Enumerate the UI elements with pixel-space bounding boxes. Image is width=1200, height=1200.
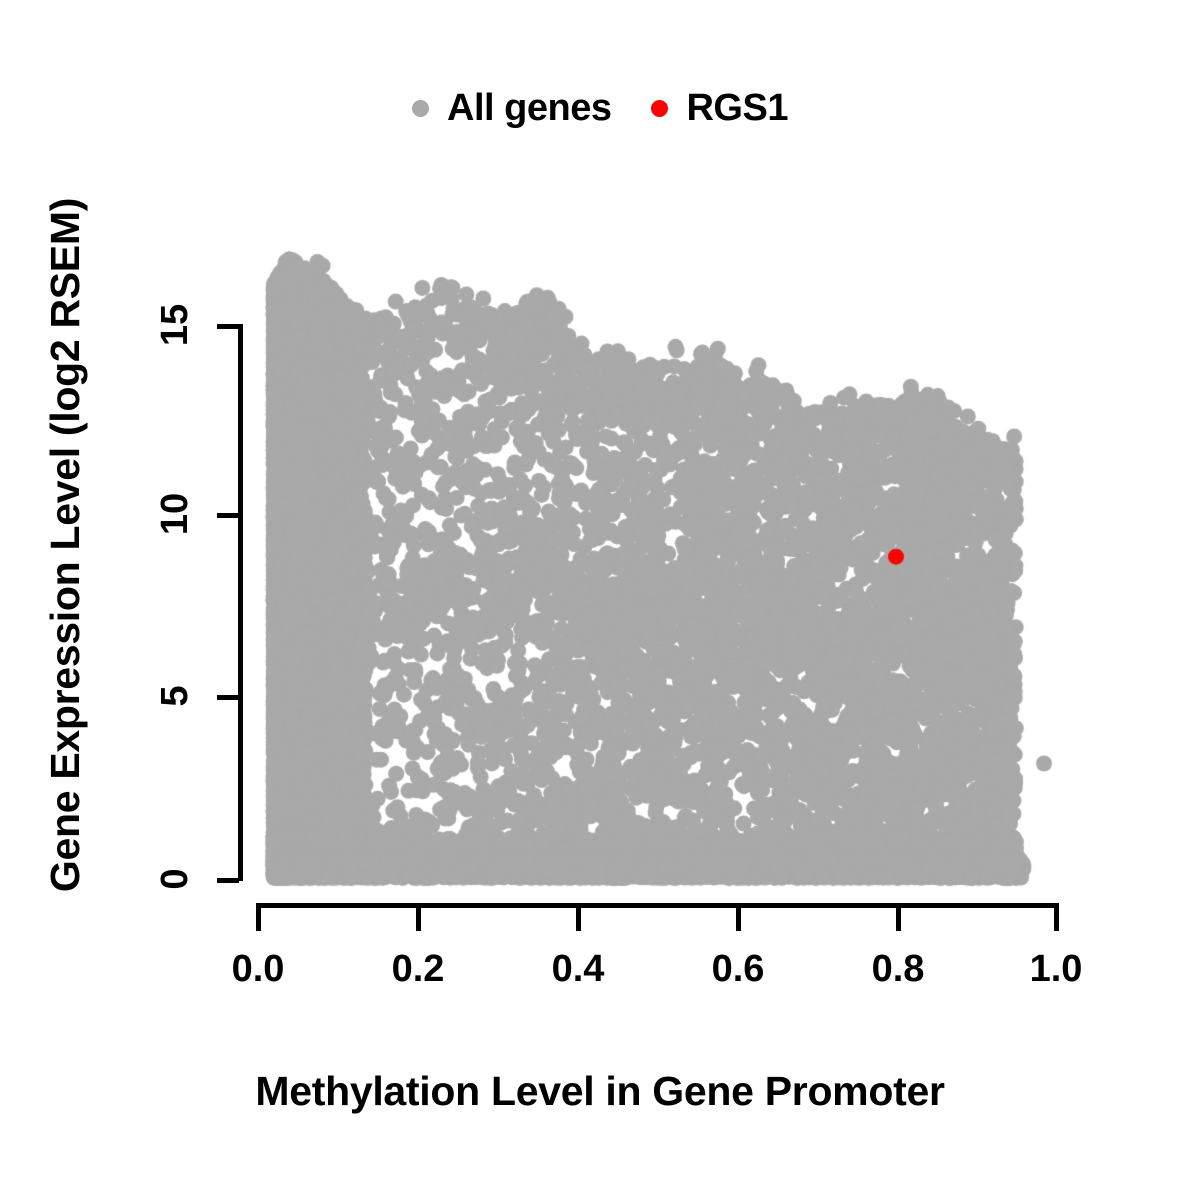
x-axis-line bbox=[256, 903, 1059, 908]
y-axis-tick-15 bbox=[217, 324, 239, 329]
x-axis-tick-5 bbox=[1054, 905, 1059, 931]
y-axis-tick-label-5: 5 bbox=[154, 685, 196, 707]
x-axis-tick-3 bbox=[736, 905, 741, 931]
x-axis-tick-label-0: 0.0 bbox=[231, 948, 285, 990]
y-axis-tick-0 bbox=[217, 878, 239, 883]
circle-marker-icon-all-genes bbox=[412, 99, 430, 117]
x-axis-tick-label-5: 1.0 bbox=[1029, 948, 1083, 990]
x-axis-tick-1 bbox=[416, 905, 421, 931]
legend: All genes RGS1 bbox=[0, 78, 1200, 138]
y-axis-title-container: Gene Expression Level (log2 RSEM) bbox=[40, 115, 90, 975]
x-axis-title: Methylation Level in Gene Promoter bbox=[255, 1068, 945, 1114]
x-axis-tick-4 bbox=[896, 905, 901, 931]
legend-label-rgs1: RGS1 bbox=[686, 87, 788, 129]
x-axis-tick-0 bbox=[256, 905, 261, 931]
y-axis-tick-5 bbox=[217, 695, 239, 700]
legend-label-all-genes: All genes bbox=[447, 87, 612, 129]
circle-marker-icon-rgs1 bbox=[651, 99, 669, 117]
y-axis-tick-label-10: 10 bbox=[154, 492, 196, 536]
scatter-points-canvas bbox=[240, 250, 1062, 895]
y-axis-tick-10 bbox=[217, 513, 239, 518]
x-axis-tick-label-4: 0.8 bbox=[871, 948, 925, 990]
x-axis-tick-label-1: 0.2 bbox=[391, 948, 445, 990]
x-axis-tick-2 bbox=[576, 905, 581, 931]
y-axis-line bbox=[238, 324, 243, 881]
y-axis-tick-label-15: 15 bbox=[154, 303, 196, 347]
y-axis-tick-label-0: 0 bbox=[154, 868, 196, 890]
legend-entry-all-genes: All genes bbox=[412, 87, 612, 129]
legend-entry-rgs1: RGS1 bbox=[651, 87, 788, 129]
plot-data-region bbox=[240, 250, 1062, 895]
y-axis-title: Gene Expression Level (log2 RSEM) bbox=[41, 197, 88, 893]
x-axis-tick-label-2: 0.4 bbox=[551, 948, 605, 990]
x-axis-tick-label-3: 0.6 bbox=[711, 948, 765, 990]
